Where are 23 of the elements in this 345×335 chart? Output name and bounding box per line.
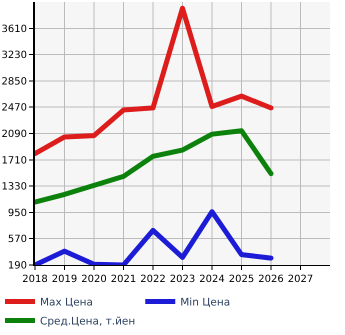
- y-tick-label: 2090: [2, 129, 27, 140]
- x-tick-label: 2018: [22, 274, 48, 285]
- legend-label: Min Цена: [180, 296, 230, 309]
- x-tick-label: 2023: [170, 274, 196, 285]
- y-tick-label: 3230: [2, 50, 27, 62]
- x-tick-label: 2019: [52, 274, 78, 285]
- legend-label: Max Цена: [40, 296, 93, 309]
- y-tick-label: 3610: [2, 24, 27, 35]
- legend-label: Сред.Цена, т.йен: [40, 316, 136, 328]
- x-tick-label: 2025: [228, 274, 254, 285]
- x-tick-label: 2022: [140, 274, 166, 285]
- x-tick-label: 2021: [110, 274, 136, 285]
- x-tick-label: 2020: [81, 274, 107, 285]
- x-tick-label: 2027: [288, 274, 314, 285]
- y-tick-label: 1330: [2, 182, 27, 193]
- y-tick-label: 2850: [2, 76, 27, 88]
- x-tick-label: 2024: [199, 274, 225, 285]
- y-tick-label: 1710: [2, 155, 27, 166]
- y-tick-label: 190: [8, 260, 27, 272]
- x-tick-label: 2026: [258, 274, 284, 285]
- y-tick-label: 2470: [2, 102, 27, 114]
- y-tick-label: 950: [8, 208, 27, 219]
- y-tick-label: 570: [8, 234, 27, 246]
